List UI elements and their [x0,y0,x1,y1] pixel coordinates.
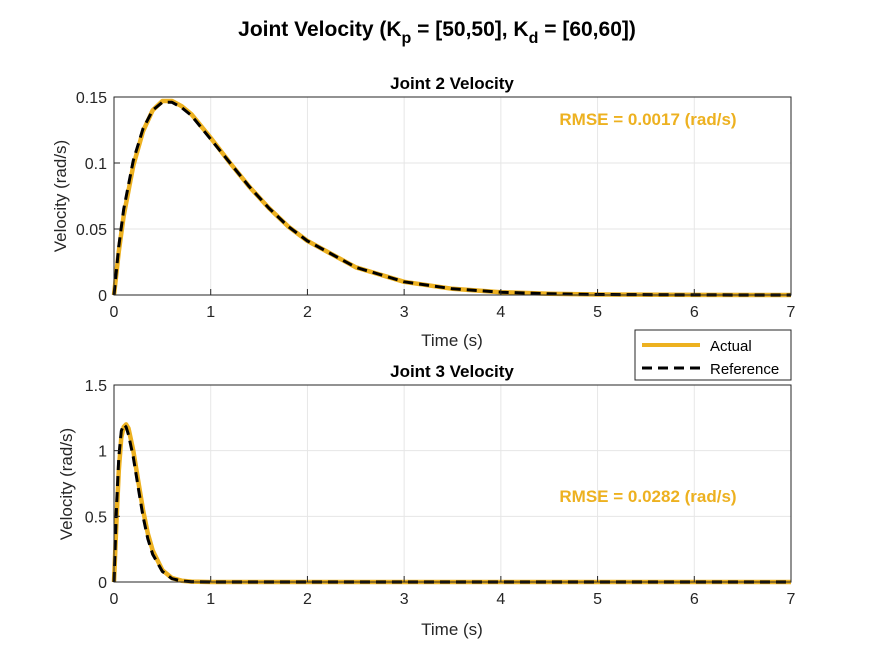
figure-title-sub-d: d [529,30,539,47]
x-tick-label-joint2: 3 [400,304,409,321]
subplot-joint3: 0 1 2 3 4 5 6 7 0 0.5 1 1.5 Joint 3 Velocity Time (… [57,362,796,639]
figure-title: Joint Velocity (Kp = [50,50], Kd = [60,6… [238,18,636,47]
axes-box-joint2 [113,96,792,296]
x-tick-label-joint3: 0 [110,591,119,608]
figure-title-end: = [60,60]) [538,18,635,41]
x-tick-label-joint2: 4 [496,304,505,321]
x-tick-label-joint2: 7 [787,304,796,321]
legend-box [634,329,792,381]
rmse-annotation-joint2: RMSE = 0.0017 (rad/s) [559,110,736,129]
x-tick-label-joint3: 4 [496,591,505,608]
ticks-joint2: 0 1 2 3 4 5 6 7 0 0.05 0.1 0.15 [76,90,796,321]
grid-joint3 [113,384,792,583]
x-tick-label-joint3: 2 [303,591,312,608]
y-tick-label-joint3: 1.5 [85,378,107,395]
y-tick-label-joint3: 0.5 [85,509,107,526]
x-tick-label-joint3: 3 [400,591,409,608]
x-axis-label-joint3: Time (s) [421,620,483,639]
x-tick-label-joint2: 2 [303,304,312,321]
x-tick-label-joint2: 1 [206,304,215,321]
x-tick-label-joint3: 7 [787,591,796,608]
y-tick-label-joint2: 0 [98,288,107,305]
subplot-joint2: 0 1 2 3 4 5 6 7 0 0.05 0.1 0.15 Joint 2 Velocity Ti… [51,74,796,350]
subplot-title-joint2: Joint 2 Velocity [390,74,514,93]
legend: Actual Reference [634,329,792,381]
figure-title-main: Joint Velocity (K [238,18,401,41]
figure-title-mid: = [50,50], K [411,18,528,41]
y-tick-label-joint3: 1 [98,444,107,461]
x-tick-label-joint2: 5 [593,304,602,321]
y-axis-label-joint2: Velocity (rad/s) [51,140,70,252]
x-tick-label-joint2: 0 [110,304,119,321]
ticks-joint3: 0 1 2 3 4 5 6 7 0 0.5 1 1.5 [85,378,796,608]
legend-label-reference: Reference [710,361,779,378]
figure-title-sub-p: p [402,30,412,47]
y-tick-label-joint2: 0.05 [76,222,107,239]
x-tick-label-joint3: 5 [593,591,602,608]
x-tick-label-joint3: 6 [690,591,699,608]
x-tick-label-joint3: 1 [206,591,215,608]
x-tick-label-joint2: 6 [690,304,699,321]
y-axis-label-joint3: Velocity (rad/s) [57,428,76,540]
y-tick-label-joint2: 0.15 [76,90,107,107]
legend-label-actual: Actual [710,338,752,355]
subplot-title-joint3: Joint 3 Velocity [390,362,514,381]
y-tick-label-joint3: 0 [98,575,107,592]
x-axis-label-joint2: Time (s) [421,331,483,350]
rmse-annotation-joint3: RMSE = 0.0282 (rad/s) [559,487,736,506]
y-tick-label-joint2: 0.1 [85,156,107,173]
reference-line-joint2 [112,100,792,297]
axes-box-joint3 [113,384,792,583]
actual-line-joint2 [111,98,792,298]
lines-joint2 [111,98,792,298]
